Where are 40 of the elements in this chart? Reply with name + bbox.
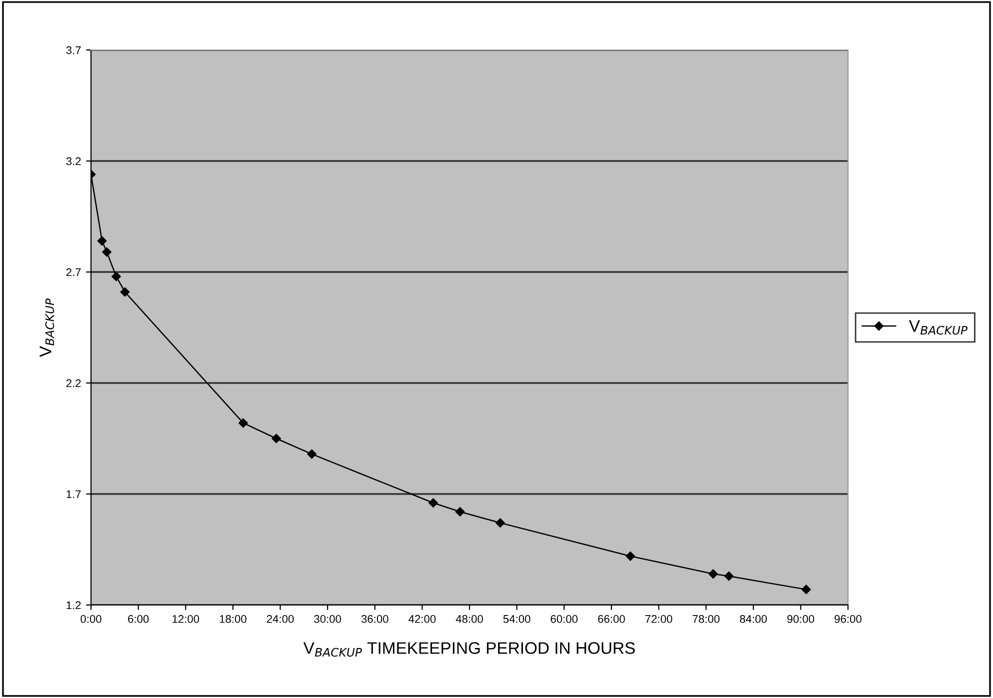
point — [102, 247, 112, 257]
point — [238, 418, 248, 428]
y-tick-label: 2.2 — [66, 379, 81, 388]
x-tick-label: 6:00 — [128, 615, 149, 623]
point — [724, 572, 734, 581]
point — [455, 507, 465, 516]
point — [272, 434, 281, 444]
x-tick-label: 0:00 — [80, 615, 102, 623]
x-tick-label: 36:00 — [361, 615, 388, 623]
y-tick-label: 1.2 — [66, 601, 81, 610]
x-tick-label: 72:00 — [645, 615, 672, 623]
x-tick-label: 12:00 — [172, 615, 200, 623]
point — [120, 287, 130, 297]
x-tick-label: 78:00 — [692, 615, 720, 623]
y-tick-label: 3.2 — [66, 157, 81, 166]
x-tick-label: 54:00 — [503, 615, 530, 623]
x-tick-label: 96:00 — [834, 615, 862, 623]
x-tick-label: 24:00 — [266, 615, 294, 623]
x-tick-label: 48:00 — [456, 615, 483, 623]
x-tick-label: 60:00 — [550, 615, 578, 623]
point — [112, 272, 121, 282]
point — [428, 498, 438, 508]
point — [802, 584, 811, 594]
point — [307, 449, 316, 459]
x-tick-label: 42:00 — [408, 615, 436, 623]
x-tick-label: 18:00 — [220, 615, 246, 623]
legend-label: V$_{BACKUP}$ — [908, 320, 968, 335]
point — [626, 552, 635, 561]
x-tick-label: 66:00 — [598, 615, 625, 623]
point — [496, 518, 505, 528]
point — [708, 569, 718, 579]
x-tick-label: 30:00 — [314, 615, 342, 623]
y-axis-title: V$_{BACKUP}$ — [40, 298, 54, 358]
y-tick-label: 3.7 — [66, 46, 81, 54]
x-tick-label: 84:00 — [740, 615, 767, 623]
x-tick-label: 90:00 — [787, 615, 814, 623]
y-tick-label: 1.7 — [66, 490, 81, 498]
x-axis-title: V$_{BACKUP}$ TIMEKEEPING PERIOD IN HOURS — [303, 642, 635, 657]
y-tick-label: 2.7 — [66, 268, 81, 276]
point — [97, 236, 107, 246]
